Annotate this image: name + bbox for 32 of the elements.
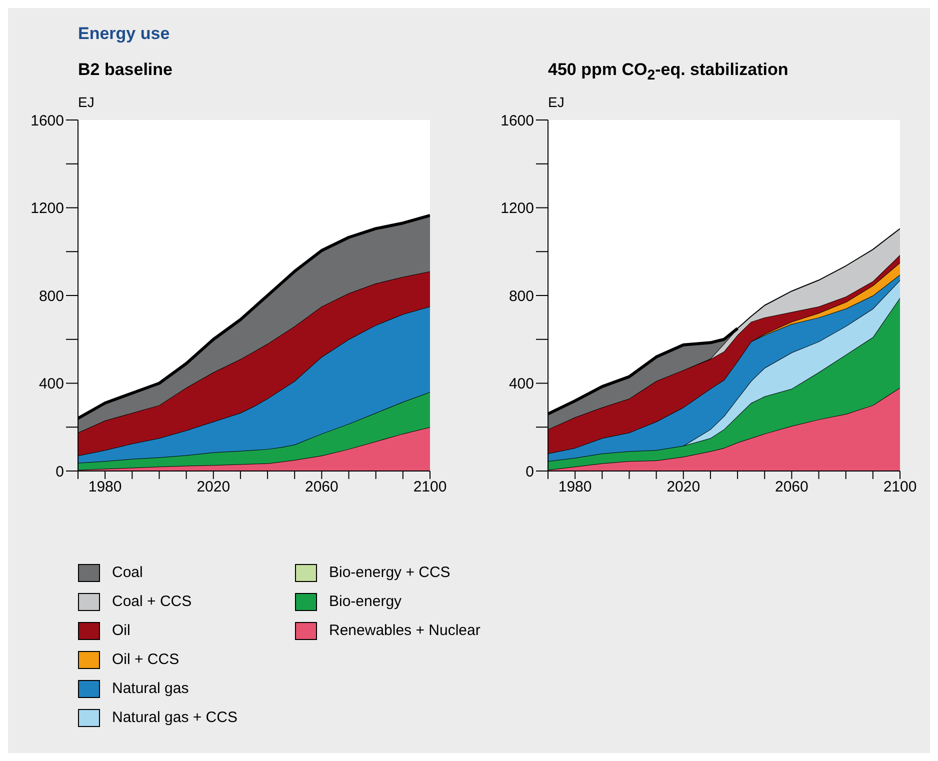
x-tick-label: 1980: [88, 478, 122, 496]
y-tick-label: 0: [526, 463, 534, 480]
y-tick-label: 800: [508, 288, 534, 305]
x-tick-label: 2060: [775, 478, 808, 496]
legend-label: Bio-energy: [329, 593, 402, 610]
y-tick-label: 400: [508, 376, 534, 393]
x-tick-label: 2100: [883, 478, 917, 496]
y-tick-label: 1200: [30, 200, 64, 218]
y-axis-title: EJ: [548, 94, 564, 110]
legend-label: Natural gas + CCS: [112, 709, 238, 726]
legend-label: Renewables + Nuclear: [329, 622, 480, 639]
y-tick-label: 1600: [30, 112, 64, 130]
chart-title: 450 ppm CO$_{2}$-eq. stabilization: [548, 60, 788, 84]
y-tick-label: 800: [38, 288, 64, 305]
x-tick-label: 2020: [196, 478, 230, 496]
chart-title: Energy use: [78, 24, 170, 44]
y-tick-label: 0: [56, 463, 64, 480]
y-tick-label: 1200: [500, 200, 534, 218]
x-tick-label: 2100: [413, 478, 447, 496]
legend-label: Natural gas: [112, 680, 189, 697]
legend-label: Coal: [112, 564, 143, 581]
x-tick-label: 2060: [305, 478, 338, 496]
x-tick-label: 2020: [666, 478, 700, 496]
legend-label: Oil + CCS: [112, 651, 180, 668]
chart-subtitle: B2 baseline: [78, 60, 172, 80]
legend-label: Oil: [112, 622, 130, 639]
y-tick-label: 1600: [500, 112, 534, 130]
legend-label: Bio-energy + CCS: [329, 564, 450, 581]
y-axis-title: EJ: [78, 94, 94, 110]
x-tick-label: 1980: [558, 478, 592, 496]
legend-label: Coal + CCS: [112, 593, 192, 610]
y-tick-label: 400: [38, 376, 64, 393]
